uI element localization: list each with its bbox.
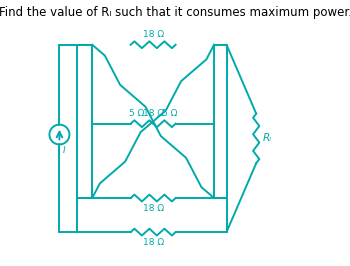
Text: I: I (63, 146, 66, 155)
Text: 5 Ω: 5 Ω (129, 109, 145, 118)
Text: 5 Ω: 5 Ω (162, 109, 177, 118)
Text: 18 Ω: 18 Ω (142, 238, 164, 247)
Text: 18 Ω: 18 Ω (142, 204, 164, 213)
Text: 18 Ω: 18 Ω (142, 109, 164, 118)
Text: Rₗ: Rₗ (263, 134, 272, 143)
Text: 18 Ω: 18 Ω (142, 30, 164, 39)
Text: Find the value of Rₗ such that it consumes maximum power.: Find the value of Rₗ such that it consum… (0, 6, 350, 19)
